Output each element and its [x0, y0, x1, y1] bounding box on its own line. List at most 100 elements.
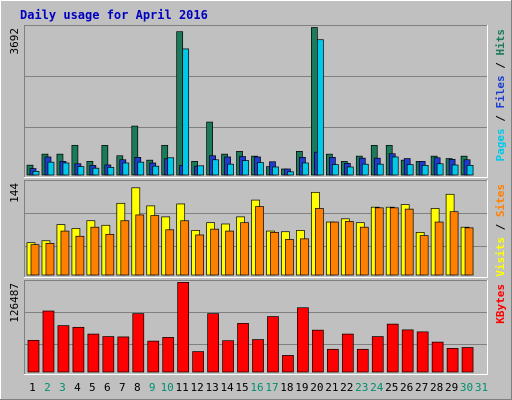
bar-sites-day-27 [419, 235, 429, 276]
bar-kbytes-day-8 [132, 313, 145, 373]
bar-pages-day-12 [197, 165, 204, 176]
day-label-22: 22 [340, 381, 353, 394]
day-label-21: 21 [325, 381, 338, 394]
bar-sites-day-9 [150, 215, 160, 276]
bar-sites-day-5 [90, 226, 100, 276]
day-label-15: 15 [235, 381, 248, 394]
bar-sites-day-11 [180, 220, 190, 276]
bar-sites-day-15 [240, 222, 249, 276]
bar-kbytes-day-10 [162, 337, 175, 373]
bar-kbytes-day-7 [117, 336, 130, 373]
bar-kbytes-day-29 [446, 348, 459, 373]
day-label-27: 27 [415, 381, 428, 394]
bars-layer [26, 27, 474, 373]
bar-kbytes-day-16 [252, 339, 264, 373]
bar-sites-day-30 [464, 227, 474, 276]
bar-pages-day-17 [272, 166, 279, 176]
bar-kbytes-day-12 [192, 351, 204, 373]
bar-sites-day-2 [45, 243, 55, 276]
bar-sites-day-28 [434, 221, 444, 276]
day-label-13: 13 [205, 381, 218, 394]
bar-kbytes-day-9 [147, 340, 160, 373]
bar-pages-day-20 [317, 39, 324, 176]
bar-sites-day-26 [404, 208, 414, 276]
bar-pages-day-25 [391, 156, 399, 176]
legend-separator: / [494, 56, 507, 76]
day-label-2: 2 [44, 381, 51, 394]
legend-separator: / [494, 217, 507, 237]
bar-kbytes-day-23 [356, 348, 369, 373]
bar-sites-day-3 [60, 230, 70, 276]
day-label-24: 24 [370, 381, 384, 394]
day-label-6: 6 [104, 381, 111, 394]
bar-sites-day-7 [120, 220, 130, 276]
bar-kbytes-day-14 [222, 340, 234, 373]
bar-pages-day-19 [302, 162, 309, 176]
bar-pages-day-4 [77, 166, 85, 176]
bar-pages-day-14 [227, 163, 234, 176]
bar-hits-day-11 [176, 31, 184, 176]
bar-pages-day-1 [32, 171, 40, 176]
legend: Visits / Sites [494, 184, 507, 277]
y-max-label: 144 [8, 183, 21, 203]
panel-pages-files-hits [24, 25, 488, 178]
day-label-18: 18 [280, 381, 293, 394]
bar-kbytes-day-28 [431, 341, 444, 373]
bar-kbytes-day-25 [386, 323, 399, 373]
bar-pages-day-16 [257, 162, 264, 176]
bar-sites-day-18 [285, 239, 294, 276]
bar-sites-day-8 [135, 214, 145, 276]
bar-sites-day-13 [210, 228, 219, 276]
bar-pages-day-13 [212, 159, 219, 176]
chart-title: Daily usage for April 2016 [20, 8, 208, 22]
bar-pages-day-11 [182, 48, 190, 176]
bar-sites-day-24 [374, 207, 384, 276]
bar-sites-day-25 [389, 207, 399, 276]
legend-separator: / [494, 109, 507, 129]
day-label-8: 8 [134, 381, 141, 394]
bar-sites-day-23 [359, 226, 369, 276]
legend-item: KBytes [494, 284, 507, 324]
bar-pages-day-23 [361, 163, 369, 176]
bar-kbytes-day-30 [461, 347, 474, 373]
bar-pages-day-18 [287, 171, 294, 176]
day-label-14: 14 [220, 381, 234, 394]
day-label-16: 16 [250, 381, 263, 394]
legend-item: Files [494, 75, 507, 108]
bar-pages-day-8 [137, 161, 145, 176]
bar-pages-day-27 [421, 165, 429, 176]
bar-sites-day-4 [75, 235, 85, 276]
bar-kbytes-day-17 [267, 316, 279, 373]
day-label-5: 5 [89, 381, 96, 394]
bar-pages-day-29 [451, 164, 459, 176]
day-label-17: 17 [265, 381, 278, 394]
bar-kbytes-day-22 [341, 333, 354, 373]
day-label-10: 10 [161, 381, 174, 394]
legend-item: Hits [494, 29, 507, 56]
bar-kbytes-day-1 [27, 339, 40, 373]
bar-sites-day-14 [225, 230, 234, 276]
day-label-20: 20 [310, 381, 323, 394]
bar-sites-day-21 [330, 221, 339, 276]
day-label-28: 28 [430, 381, 443, 394]
bar-pages-day-2 [47, 161, 55, 176]
bar-sites-day-6 [105, 233, 115, 276]
legend-item: Visits [494, 237, 507, 277]
bar-pages-day-7 [122, 162, 130, 176]
bar-pages-day-26 [406, 164, 414, 176]
day-label-25: 25 [385, 381, 398, 394]
bar-sites-day-1 [30, 244, 40, 276]
bar-sites-day-17 [270, 232, 279, 276]
bar-pages-day-15 [242, 160, 249, 176]
y-max-label: 3692 [8, 28, 21, 55]
day-label-29: 29 [445, 381, 458, 394]
bar-sites-day-22 [344, 221, 354, 276]
bar-kbytes-day-2 [42, 310, 55, 373]
bar-kbytes-day-20 [312, 329, 324, 373]
day-label-11: 11 [176, 381, 189, 394]
day-label-9: 9 [149, 381, 156, 394]
day-label-19: 19 [295, 381, 308, 394]
day-label-1: 1 [29, 381, 36, 394]
